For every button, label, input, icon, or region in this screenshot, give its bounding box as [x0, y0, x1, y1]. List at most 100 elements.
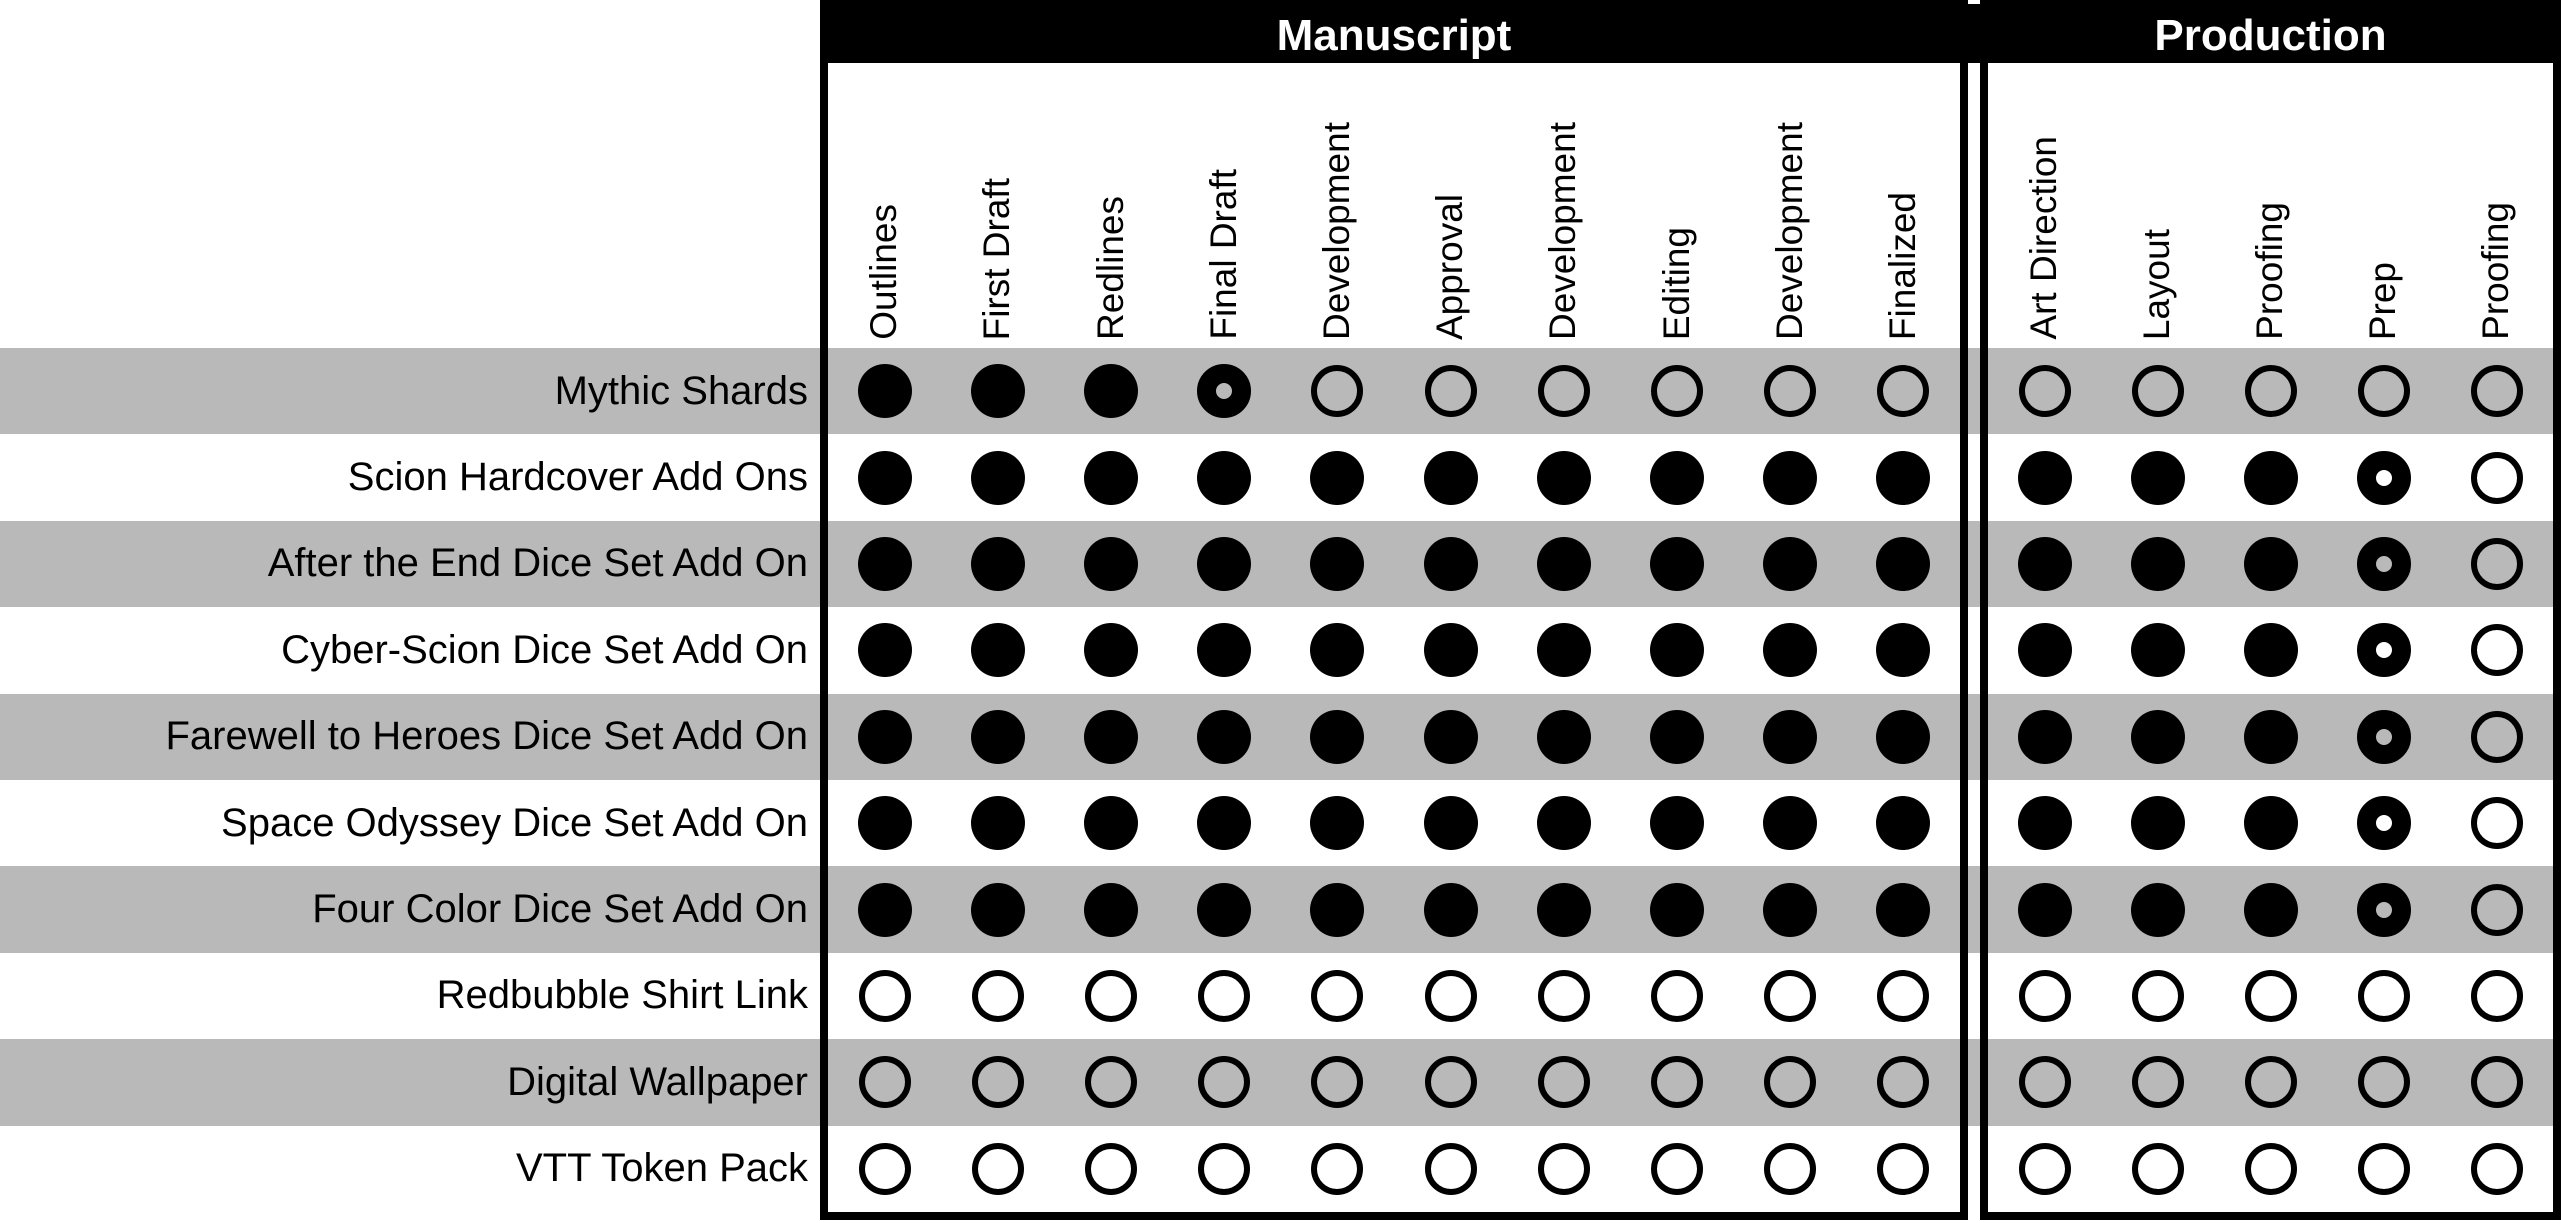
status-cell: [1168, 521, 1281, 607]
status-dot-filled: [1310, 623, 1365, 678]
status-dot-filled: [1649, 709, 1704, 764]
status-cell: [828, 780, 941, 866]
status-dot-empty: [2018, 365, 2071, 418]
status-cell: [828, 607, 941, 693]
status-cell: [941, 607, 1054, 693]
status-cell: [1054, 866, 1167, 952]
column-header-text: Development: [1316, 121, 1358, 340]
status-cell: [1168, 1126, 1281, 1212]
status-dot-filled: [1649, 450, 1704, 505]
status-dot-partial: [2356, 882, 2411, 937]
status-dot-filled: [2130, 623, 2185, 678]
status-cell: [2101, 953, 2214, 1039]
status-cell: [2440, 348, 2553, 434]
status-dot-empty: [971, 1056, 1024, 1109]
row-label: Mythic Shards: [0, 348, 808, 434]
status-dot-empty: [1877, 1142, 1930, 1195]
status-cell: [1734, 694, 1847, 780]
status-cell: [1054, 1039, 1167, 1125]
status-cell: [1168, 780, 1281, 866]
status-cell: [2214, 348, 2327, 434]
status-dot-filled: [1536, 450, 1591, 505]
row-label: After the End Dice Set Add On: [0, 521, 808, 607]
status-dot-filled: [857, 450, 912, 505]
status-dot-empty: [2131, 969, 2184, 1022]
status-cell: [1847, 607, 1960, 693]
section-manuscript-title: Manuscript: [1276, 10, 1512, 60]
status-dot-filled: [1083, 882, 1138, 937]
status-dot-filled: [2243, 536, 2298, 591]
column-header: Development: [1281, 63, 1394, 348]
status-dot-empty: [1424, 1056, 1477, 1109]
column-header-text: Approval: [1429, 193, 1471, 340]
status-cell: [2327, 780, 2440, 866]
status-dot-filled: [1197, 709, 1252, 764]
status-cell: [1394, 521, 1507, 607]
column-header: Prep: [2327, 63, 2440, 348]
status-dot-empty: [1084, 1056, 1137, 1109]
status-dot-filled: [2017, 709, 2072, 764]
status-dot-filled: [857, 709, 912, 764]
status-dot-empty: [1311, 1142, 1364, 1195]
row-label: Space Odyssey Dice Set Add On: [0, 780, 808, 866]
status-dot-filled: [1536, 536, 1591, 591]
row-label-text: Scion Hardcover Add Ons: [347, 455, 808, 500]
section-manuscript: Manuscript Outlines First Draft Redlines Fi…: [820, 0, 1968, 1220]
status-dot-filled: [1763, 450, 1818, 505]
status-cell: [1620, 348, 1733, 434]
status-cell: [1620, 607, 1733, 693]
row-label-text: After the End Dice Set Add On: [267, 541, 808, 586]
status-cell: [1394, 1039, 1507, 1125]
status-dot-filled: [1536, 709, 1591, 764]
status-dot-filled: [1649, 796, 1704, 851]
status-dot-filled: [1763, 623, 1818, 678]
status-dot-empty: [1198, 969, 1251, 1022]
status-cell: [828, 694, 941, 780]
status-dot-filled: [1083, 709, 1138, 764]
status-cell: [1847, 348, 1960, 434]
status-cell: [1847, 1126, 1960, 1212]
status-cell: [1734, 434, 1847, 520]
status-dot-empty: [1198, 1142, 1251, 1195]
manuscript-column-headers: Outlines First Draft Redlines Final Draft De…: [828, 63, 1960, 348]
status-dot-filled: [2243, 796, 2298, 851]
status-dot-filled: [970, 536, 1025, 591]
column-header: Development: [1734, 63, 1847, 348]
column-header-text: Development: [1768, 121, 1810, 340]
status-cell: [2440, 953, 2553, 1039]
status-dot-filled: [2130, 882, 2185, 937]
manuscript-dot-grid: [828, 348, 1960, 1212]
row-label: Scion Hardcover Add Ons: [0, 434, 808, 520]
status-dot-filled: [1423, 709, 1478, 764]
status-cell: [1847, 866, 1960, 952]
status-cell: [941, 780, 1054, 866]
status-cell: [1847, 694, 1960, 780]
status-dot-filled: [1197, 796, 1252, 851]
status-dot-filled: [857, 536, 912, 591]
status-dot-filled: [1876, 623, 1931, 678]
status-dot-filled: [1876, 536, 1931, 591]
status-dot-empty: [1311, 1056, 1364, 1109]
status-dot-filled: [1423, 536, 1478, 591]
status-cell: [2214, 953, 2327, 1039]
status-cell: [1168, 607, 1281, 693]
status-dot-filled: [2017, 536, 2072, 591]
status-dot-filled: [2243, 450, 2298, 505]
status-cell: [1734, 866, 1847, 952]
status-cell: [1507, 348, 1620, 434]
status-cell: [2101, 694, 2214, 780]
status-dot-filled: [1536, 882, 1591, 937]
status-cell: [1168, 434, 1281, 520]
status-cell: [941, 521, 1054, 607]
column-header-text: Final Draft: [1202, 169, 1244, 340]
status-dot-filled: [1423, 623, 1478, 678]
status-dot-partial: [2356, 450, 2411, 505]
status-cell: [2327, 521, 2440, 607]
column-header: First Draft: [941, 63, 1054, 348]
status-dot-empty: [1084, 969, 1137, 1022]
row-labels: Mythic Shards Scion Hardcover Add Ons Afte…: [0, 348, 808, 1212]
status-cell: [941, 694, 1054, 780]
status-dot-empty: [1650, 1056, 1703, 1109]
status-cell: [1054, 348, 1167, 434]
status-cell: [2440, 1039, 2553, 1125]
